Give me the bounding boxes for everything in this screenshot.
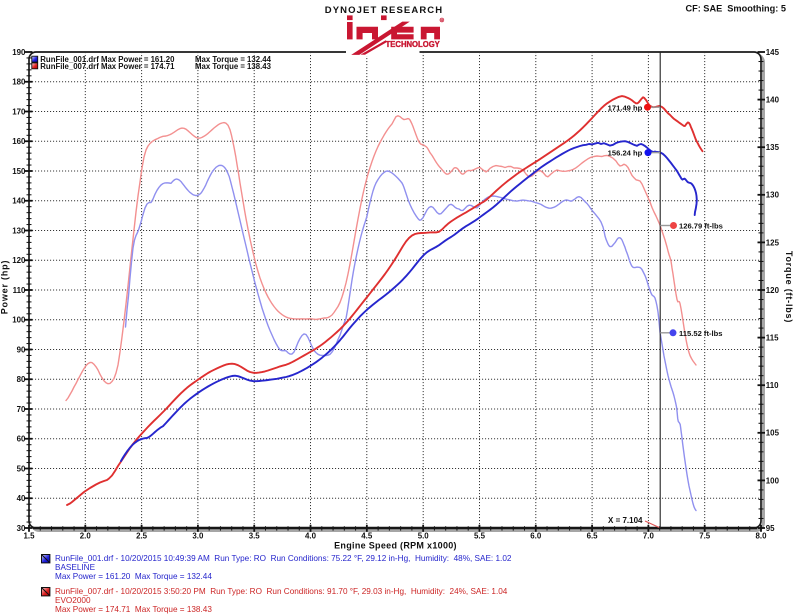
svg-text:5.0: 5.0 (418, 532, 430, 541)
svg-text:156.24 hp: 156.24 hp (608, 149, 643, 158)
svg-text:DYNOJET RESEARCH: DYNOJET RESEARCH (325, 5, 443, 16)
svg-text:TECHNOLOGY: TECHNOLOGY (386, 40, 441, 49)
svg-text:171.49 hp: 171.49 hp (608, 103, 643, 112)
svg-text:3.0: 3.0 (192, 532, 204, 541)
svg-text:160: 160 (12, 137, 26, 146)
svg-text:RunFile_001.drf - 10/20/2015 1: RunFile_001.drf - 10/20/2015 10:49:39 AM… (55, 554, 512, 563)
svg-text:115: 115 (766, 334, 779, 343)
svg-text:Power (hp): Power (hp) (0, 260, 10, 315)
svg-text:7.5: 7.5 (699, 532, 711, 541)
svg-text:95: 95 (766, 524, 775, 533)
svg-text:125: 125 (766, 238, 780, 247)
svg-text:190: 190 (12, 48, 26, 57)
svg-text:Max Torque = 132.44: Max Torque = 132.44 (195, 55, 272, 64)
svg-text:4.0: 4.0 (305, 532, 317, 541)
svg-text:70: 70 (17, 405, 26, 414)
svg-text:90: 90 (17, 345, 26, 354)
svg-text:8.0: 8.0 (756, 532, 768, 541)
svg-text:CF: SAE Smoothing: 5: CF: SAE Smoothing: 5 (685, 4, 786, 14)
svg-text:6.5: 6.5 (587, 532, 599, 541)
svg-text:80: 80 (17, 375, 26, 384)
svg-text:170: 170 (12, 107, 26, 116)
svg-text:Max Power = 174.71 Max Torque: Max Power = 174.71 Max Torque = 138.43 (55, 605, 212, 614)
svg-text:130: 130 (766, 191, 780, 200)
svg-text:100: 100 (12, 316, 26, 325)
svg-text:RunFile_007.drf - 10/20/2015 3: RunFile_007.drf - 10/20/2015 3:50:20 PM … (55, 587, 508, 596)
svg-text:EVO2000: EVO2000 (55, 596, 91, 605)
svg-text:3.5: 3.5 (249, 532, 261, 541)
svg-text:Engine Speed (RPM x1000): Engine Speed (RPM x1000) (334, 540, 457, 550)
svg-text:120: 120 (766, 286, 780, 295)
svg-text:R: R (440, 18, 443, 23)
svg-text:100: 100 (766, 476, 780, 485)
svg-text:126.79 ft-lbs: 126.79 ft-lbs (679, 222, 723, 231)
svg-text:180: 180 (12, 78, 26, 87)
svg-text:5.5: 5.5 (474, 532, 486, 541)
svg-text:40: 40 (17, 494, 26, 503)
svg-text:2.0: 2.0 (80, 532, 92, 541)
svg-text:Torque (ft-lbs): Torque (ft-lbs) (784, 251, 794, 323)
svg-text:60: 60 (17, 435, 26, 444)
svg-text:4.5: 4.5 (361, 532, 373, 541)
svg-text:BASELINE: BASELINE (55, 563, 96, 572)
svg-text:145: 145 (766, 48, 780, 57)
svg-text:7.0: 7.0 (643, 532, 655, 541)
svg-text:X = 7.104: X = 7.104 (608, 516, 643, 525)
svg-text:2.5: 2.5 (136, 532, 148, 541)
svg-text:110: 110 (13, 286, 26, 295)
svg-text:110: 110 (766, 381, 779, 390)
svg-text:RunFile_007.drf Max Power = 17: RunFile_007.drf Max Power = 174.71 (40, 62, 175, 71)
svg-text:6.0: 6.0 (530, 532, 542, 541)
svg-text:115.52 ft-lbs: 115.52 ft-lbs (679, 329, 722, 338)
svg-text:30: 30 (17, 524, 26, 533)
svg-text:120: 120 (12, 256, 26, 265)
svg-text:RunFile_001.drf Max Power = 16: RunFile_001.drf Max Power = 161.20 (40, 55, 175, 64)
svg-text:1.5: 1.5 (24, 532, 36, 541)
svg-text:150: 150 (12, 167, 26, 176)
svg-text:130: 130 (12, 226, 26, 235)
svg-text:105: 105 (766, 429, 780, 438)
svg-text:135: 135 (766, 143, 780, 152)
svg-text:140: 140 (766, 96, 780, 105)
svg-text:Max Torque = 138.43: Max Torque = 138.43 (195, 62, 272, 71)
svg-text:Max Power = 161.20 Max Torque: Max Power = 161.20 Max Torque = 132.44 (55, 572, 212, 581)
svg-text:140: 140 (12, 197, 26, 206)
svg-text:50: 50 (17, 464, 26, 473)
